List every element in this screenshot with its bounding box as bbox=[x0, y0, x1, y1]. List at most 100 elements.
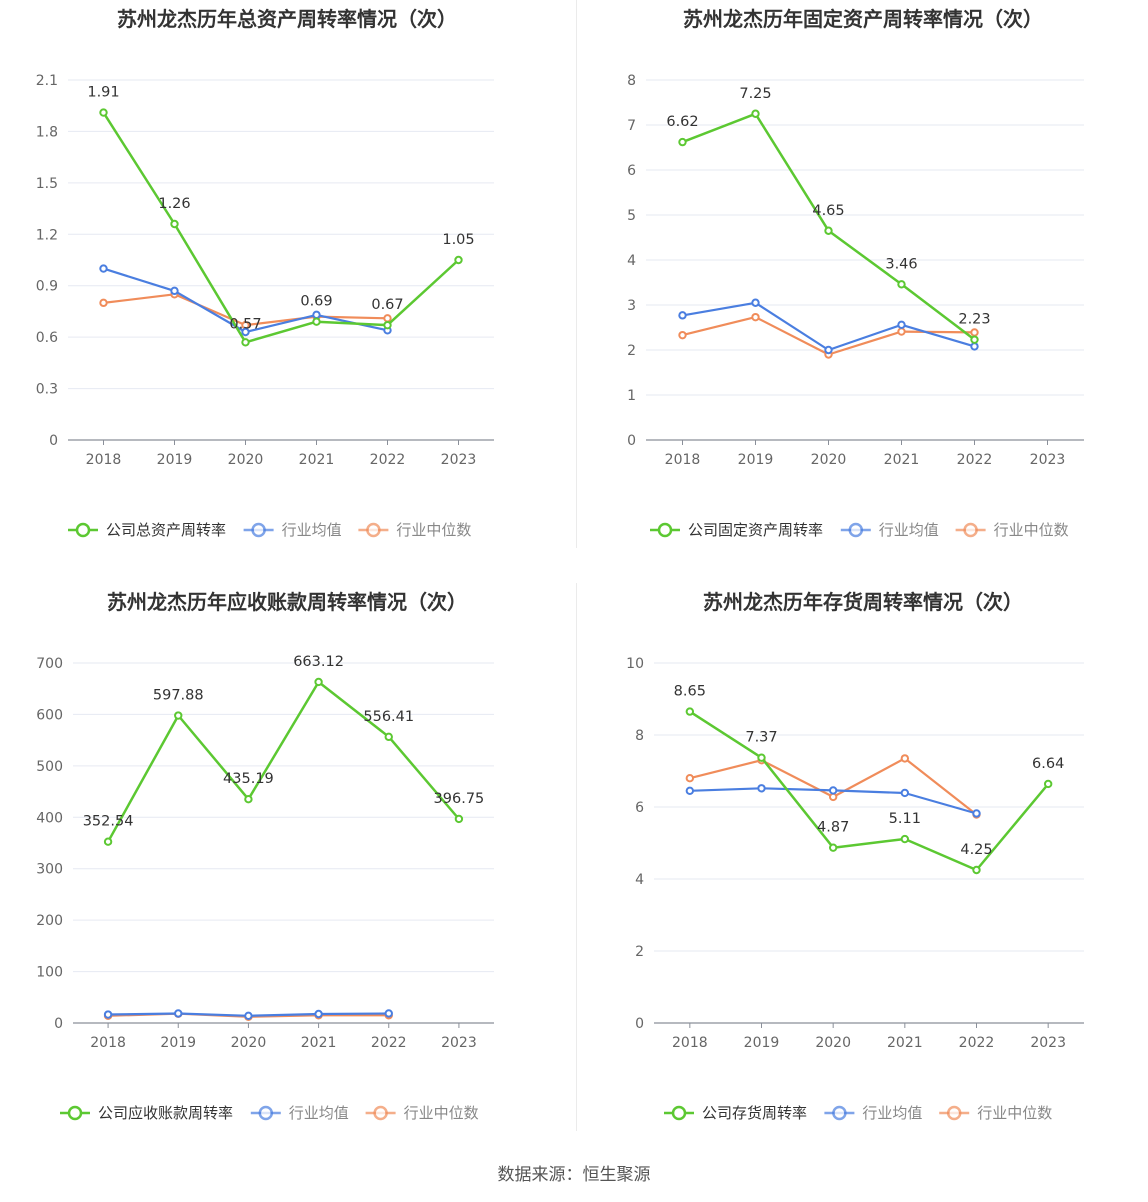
legend-item-median[interactable]: 行业中位数 bbox=[955, 521, 1069, 539]
data-point-company[interactable] bbox=[454, 255, 463, 265]
data-point-mean[interactable] bbox=[241, 327, 250, 337]
x-tick-label: 2019 bbox=[744, 1035, 780, 1051]
legend-item-median[interactable]: 行业中位数 bbox=[939, 1104, 1052, 1122]
data-point-mean[interactable] bbox=[103, 1010, 113, 1019]
y-tick-label: 400 bbox=[36, 810, 63, 826]
data-point-mean[interactable] bbox=[244, 1011, 253, 1020]
chart-total-asset-turnover: 苏州龙杰历年总资产周转率情况（次） 0 0.3 0.6 0.9 1.2 1.5 1.8 2.1 2… bbox=[0, 0, 574, 583]
data-point-company[interactable] bbox=[314, 677, 323, 687]
chart-svg: 苏州龙杰历年存货周转率情况（次） 0 2 4 6 8 10 2018 2019 2020 2021 2… bbox=[626, 590, 1084, 1122]
data-label: 1.91 bbox=[87, 85, 119, 101]
y-tick-label: 2 bbox=[627, 343, 636, 359]
data-point-mean[interactable] bbox=[970, 342, 979, 351]
data-point-mean[interactable] bbox=[751, 298, 760, 307]
data-point-company[interactable] bbox=[99, 108, 108, 117]
data-label: 0.67 bbox=[371, 297, 403, 313]
data-point-median[interactable] bbox=[685, 774, 695, 783]
data-point-mean[interactable] bbox=[678, 311, 687, 320]
x-tick-label: 2023 bbox=[441, 452, 477, 468]
y-tick-label: 0.6 bbox=[36, 330, 58, 346]
data-point-mean[interactable] bbox=[685, 786, 695, 796]
data-point-company[interactable] bbox=[751, 109, 760, 118]
legend-item-median[interactable]: 行业中位数 bbox=[365, 1104, 479, 1122]
data-point-mean[interactable] bbox=[972, 809, 981, 818]
chart-title: 苏州龙杰历年存货周转率情况（次） bbox=[703, 590, 1023, 614]
legend-item-company[interactable]: 公司总资产周转率 bbox=[68, 521, 226, 539]
y-tick-label: 4 bbox=[635, 872, 644, 888]
legend-item-median[interactable]: 行业中位数 bbox=[358, 521, 471, 539]
data-label: 7.37 bbox=[745, 730, 777, 746]
chart-title: 苏州龙杰历年应收账款周转率情况（次） bbox=[107, 590, 467, 614]
data-point-company[interactable] bbox=[678, 137, 687, 147]
data-point-company[interactable] bbox=[824, 226, 833, 235]
legend-item-company[interactable]: 公司应收账款周转率 bbox=[60, 1104, 233, 1122]
data-point-company[interactable] bbox=[312, 317, 321, 326]
data-point-median[interactable] bbox=[828, 792, 838, 802]
data-point-median[interactable] bbox=[970, 328, 979, 337]
data-point-company[interactable] bbox=[1043, 779, 1053, 789]
legend-item-company[interactable]: 公司存货周转率 bbox=[664, 1104, 807, 1122]
data-point-company[interactable] bbox=[970, 335, 979, 344]
data-point-mean[interactable] bbox=[824, 345, 833, 355]
data-point-company[interactable] bbox=[685, 707, 695, 716]
data-point-mean[interactable] bbox=[828, 786, 838, 795]
data-point-median[interactable] bbox=[897, 327, 906, 336]
data-point-mean[interactable] bbox=[897, 320, 906, 329]
y-tick-label: 1.2 bbox=[36, 227, 58, 243]
data-point-company[interactable] bbox=[828, 843, 838, 852]
data-point-company[interactable] bbox=[454, 814, 464, 824]
x-tick-label: 2022 bbox=[370, 452, 406, 468]
data-point-mean[interactable] bbox=[174, 1009, 183, 1018]
data-point-company[interactable] bbox=[383, 320, 392, 330]
data-point-median[interactable] bbox=[751, 312, 760, 322]
data-point-company[interactable] bbox=[897, 280, 906, 289]
data-label: 1.05 bbox=[442, 232, 474, 248]
x-tick-label: 2020 bbox=[231, 1035, 267, 1051]
legend-item-mean[interactable]: 行业均值 bbox=[824, 1104, 922, 1122]
data-point-company[interactable] bbox=[244, 794, 253, 804]
x-tick-label: 2020 bbox=[228, 452, 264, 468]
data-point-median[interactable] bbox=[900, 754, 910, 763]
x-tick-label: 2019 bbox=[160, 1035, 196, 1051]
data-label: 7.25 bbox=[739, 86, 771, 102]
data-point-company[interactable] bbox=[174, 711, 183, 720]
legend-item-mean[interactable]: 行业均值 bbox=[243, 521, 342, 539]
y-tick-label: 10 bbox=[626, 656, 644, 672]
data-point-mean[interactable] bbox=[900, 788, 910, 798]
data-label: 556.41 bbox=[363, 709, 414, 725]
data-point-median[interactable] bbox=[383, 314, 392, 323]
data-point-mean[interactable] bbox=[170, 286, 179, 296]
y-tick-label: 0.3 bbox=[36, 382, 58, 398]
data-point-mean[interactable] bbox=[757, 784, 766, 793]
data-point-company[interactable] bbox=[757, 753, 766, 762]
data-point-median[interactable] bbox=[678, 330, 687, 340]
data-point-median[interactable] bbox=[99, 298, 108, 308]
legend-item-company[interactable]: 公司固定资产周转率 bbox=[650, 521, 823, 539]
y-tick-label: 5 bbox=[627, 208, 636, 224]
data-point-company[interactable] bbox=[972, 865, 981, 875]
x-tick-label: 2021 bbox=[301, 1035, 337, 1051]
data-label: 0.69 bbox=[300, 294, 332, 310]
data-label: 0.57 bbox=[229, 316, 261, 332]
data-point-company[interactable] bbox=[384, 732, 393, 742]
legend-item-mean[interactable]: 行业均值 bbox=[840, 521, 939, 539]
legend-item-mean[interactable]: 行业均值 bbox=[250, 1104, 349, 1122]
svg-text:行业均值: 行业均值 bbox=[862, 1104, 922, 1122]
data-label: 4.65 bbox=[812, 203, 844, 219]
data-point-mean[interactable] bbox=[384, 1009, 393, 1018]
data-label: 6.64 bbox=[1032, 756, 1064, 772]
data-point-mean[interactable] bbox=[312, 310, 321, 320]
data-point-company[interactable] bbox=[241, 338, 250, 347]
data-point-mean[interactable] bbox=[314, 1009, 323, 1019]
data-point-company[interactable] bbox=[103, 837, 113, 846]
data-point-company[interactable] bbox=[900, 834, 910, 844]
x-tick-label: 2018 bbox=[672, 1035, 708, 1051]
x-tick-label: 2022 bbox=[371, 1035, 407, 1051]
data-point-company[interactable] bbox=[170, 219, 179, 229]
data-point-mean[interactable] bbox=[99, 264, 108, 273]
y-tick-label: 2.1 bbox=[36, 73, 58, 89]
chart-fixed-asset-turnover: 苏州龙杰历年固定资产周转率情况（次） 0 1 2 3 4 5 6 7 8 2018 2019 2020 2… bbox=[576, 0, 1148, 583]
series-line-company bbox=[102, 111, 460, 344]
y-tick-label: 1.5 bbox=[36, 176, 58, 192]
svg-text:公司总资产周转率: 公司总资产周转率 bbox=[106, 521, 226, 539]
